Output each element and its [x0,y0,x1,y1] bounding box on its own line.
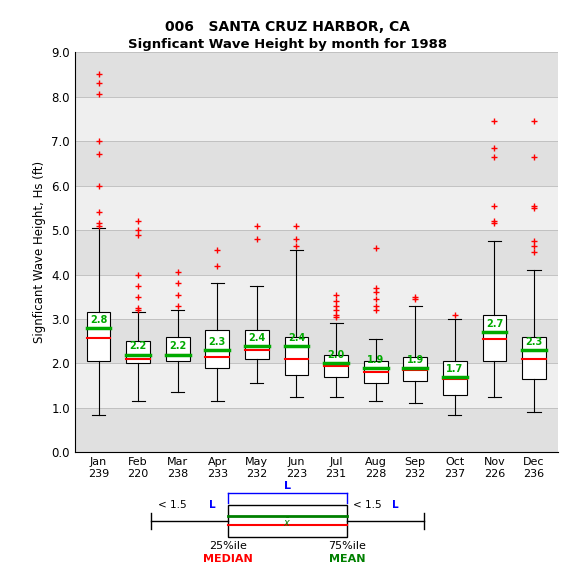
Text: 006   SANTA CRUZ HARBOR, CA: 006 SANTA CRUZ HARBOR, CA [165,20,410,34]
Text: L: L [392,500,398,510]
Bar [75,274,558,319]
Bar [403,357,427,381]
Bar [126,341,150,364]
Text: Signficant Wave Height by month for 1988: Signficant Wave Height by month for 1988 [128,38,447,50]
Text: 2.0: 2.0 [327,350,344,360]
Bar [75,319,558,364]
Bar [87,313,110,361]
Bar [482,314,506,361]
Bar [245,330,269,359]
Text: 1.7: 1.7 [446,364,463,374]
Text: L: L [284,481,291,491]
Bar [228,505,347,537]
Bar [324,354,348,377]
Text: < 1.5: < 1.5 [158,500,190,510]
Y-axis label: Signficant Wave Height, Hs (ft): Signficant Wave Height, Hs (ft) [33,161,45,343]
Bar [75,230,558,274]
Text: 1.9: 1.9 [407,355,424,365]
Bar [75,364,558,408]
Text: 2.3: 2.3 [209,337,226,347]
Bar [75,97,558,141]
Text: 2.3: 2.3 [526,337,543,347]
Text: $\bar{x}$: $\bar{x}$ [283,517,292,530]
Bar [443,361,467,394]
Bar [205,330,229,368]
Text: 2.2: 2.2 [169,342,186,351]
Bar [166,337,190,361]
Text: 75%ile: 75%ile [328,541,366,551]
Bar [75,141,558,186]
Bar [522,337,546,379]
Bar [75,408,558,452]
Text: MEAN: MEAN [329,553,365,564]
Text: 2.8: 2.8 [90,315,107,325]
Text: 2.4: 2.4 [288,332,305,343]
Text: MEDIAN: MEDIAN [203,553,253,564]
Text: 2.2: 2.2 [129,342,147,351]
Bar [75,52,558,97]
Text: 2.4: 2.4 [248,332,266,343]
Bar [285,337,308,375]
Bar [75,186,558,230]
Text: 25%ile: 25%ile [209,541,247,551]
Text: 2.7: 2.7 [486,319,503,329]
Text: < 1.5: < 1.5 [354,500,385,510]
Text: 1.9: 1.9 [367,355,384,365]
Bar [364,361,388,383]
Text: L: L [209,500,215,510]
